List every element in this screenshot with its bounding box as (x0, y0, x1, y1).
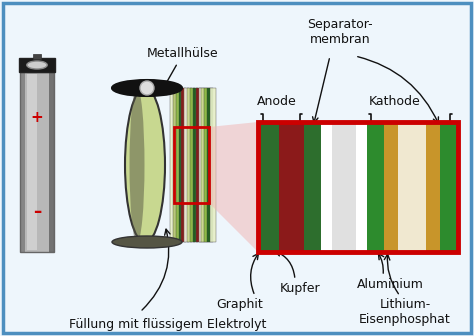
Bar (193, 88, 198, 242)
Bar (174, 127, 209, 203)
Bar (279, 122, 304, 252)
Bar (184, 88, 189, 242)
Bar (367, 122, 384, 252)
Text: Kupfer: Kupfer (280, 282, 320, 295)
Bar (258, 122, 279, 252)
Ellipse shape (112, 80, 182, 96)
Text: Graphit: Graphit (217, 298, 264, 311)
Bar (182, 88, 186, 242)
Bar (19, 58, 55, 72)
Bar (210, 88, 216, 242)
Text: Kathode: Kathode (369, 95, 421, 108)
Bar (199, 88, 204, 242)
Text: Anode: Anode (257, 95, 297, 108)
Bar (170, 88, 174, 242)
Bar (440, 122, 458, 252)
Bar (321, 122, 332, 252)
Text: +: + (31, 110, 44, 125)
Text: –: – (33, 203, 41, 221)
Bar (187, 88, 192, 242)
Text: Füllung mit flüssigem Elektrolyt: Füllung mit flüssigem Elektrolyt (69, 318, 267, 331)
Bar (356, 122, 367, 252)
Bar (20, 72, 54, 252)
Text: Aluminium: Aluminium (356, 278, 423, 291)
Ellipse shape (27, 61, 47, 69)
Text: Lithium-
Eisenphosphat: Lithium- Eisenphosphat (359, 298, 451, 326)
Bar (176, 88, 180, 242)
Bar (258, 122, 458, 252)
Text: Metallhülse: Metallhülse (147, 47, 219, 90)
Bar (27, 74, 37, 250)
Bar (332, 122, 356, 252)
Bar (204, 88, 210, 242)
Bar (190, 88, 195, 242)
Circle shape (140, 81, 154, 95)
Bar (384, 122, 398, 252)
Ellipse shape (112, 236, 182, 248)
Bar (173, 88, 177, 242)
Bar (20, 72, 25, 252)
Bar (33, 54, 41, 59)
Bar (207, 88, 213, 242)
Bar (304, 122, 321, 252)
Ellipse shape (125, 87, 165, 243)
Bar (179, 88, 183, 242)
Polygon shape (209, 122, 258, 252)
Bar (196, 88, 201, 242)
Text: Separator-
membran: Separator- membran (307, 18, 373, 46)
Bar (427, 122, 440, 252)
Bar (201, 88, 207, 242)
Bar (49, 72, 54, 252)
Ellipse shape (129, 87, 145, 243)
Bar (398, 122, 427, 252)
